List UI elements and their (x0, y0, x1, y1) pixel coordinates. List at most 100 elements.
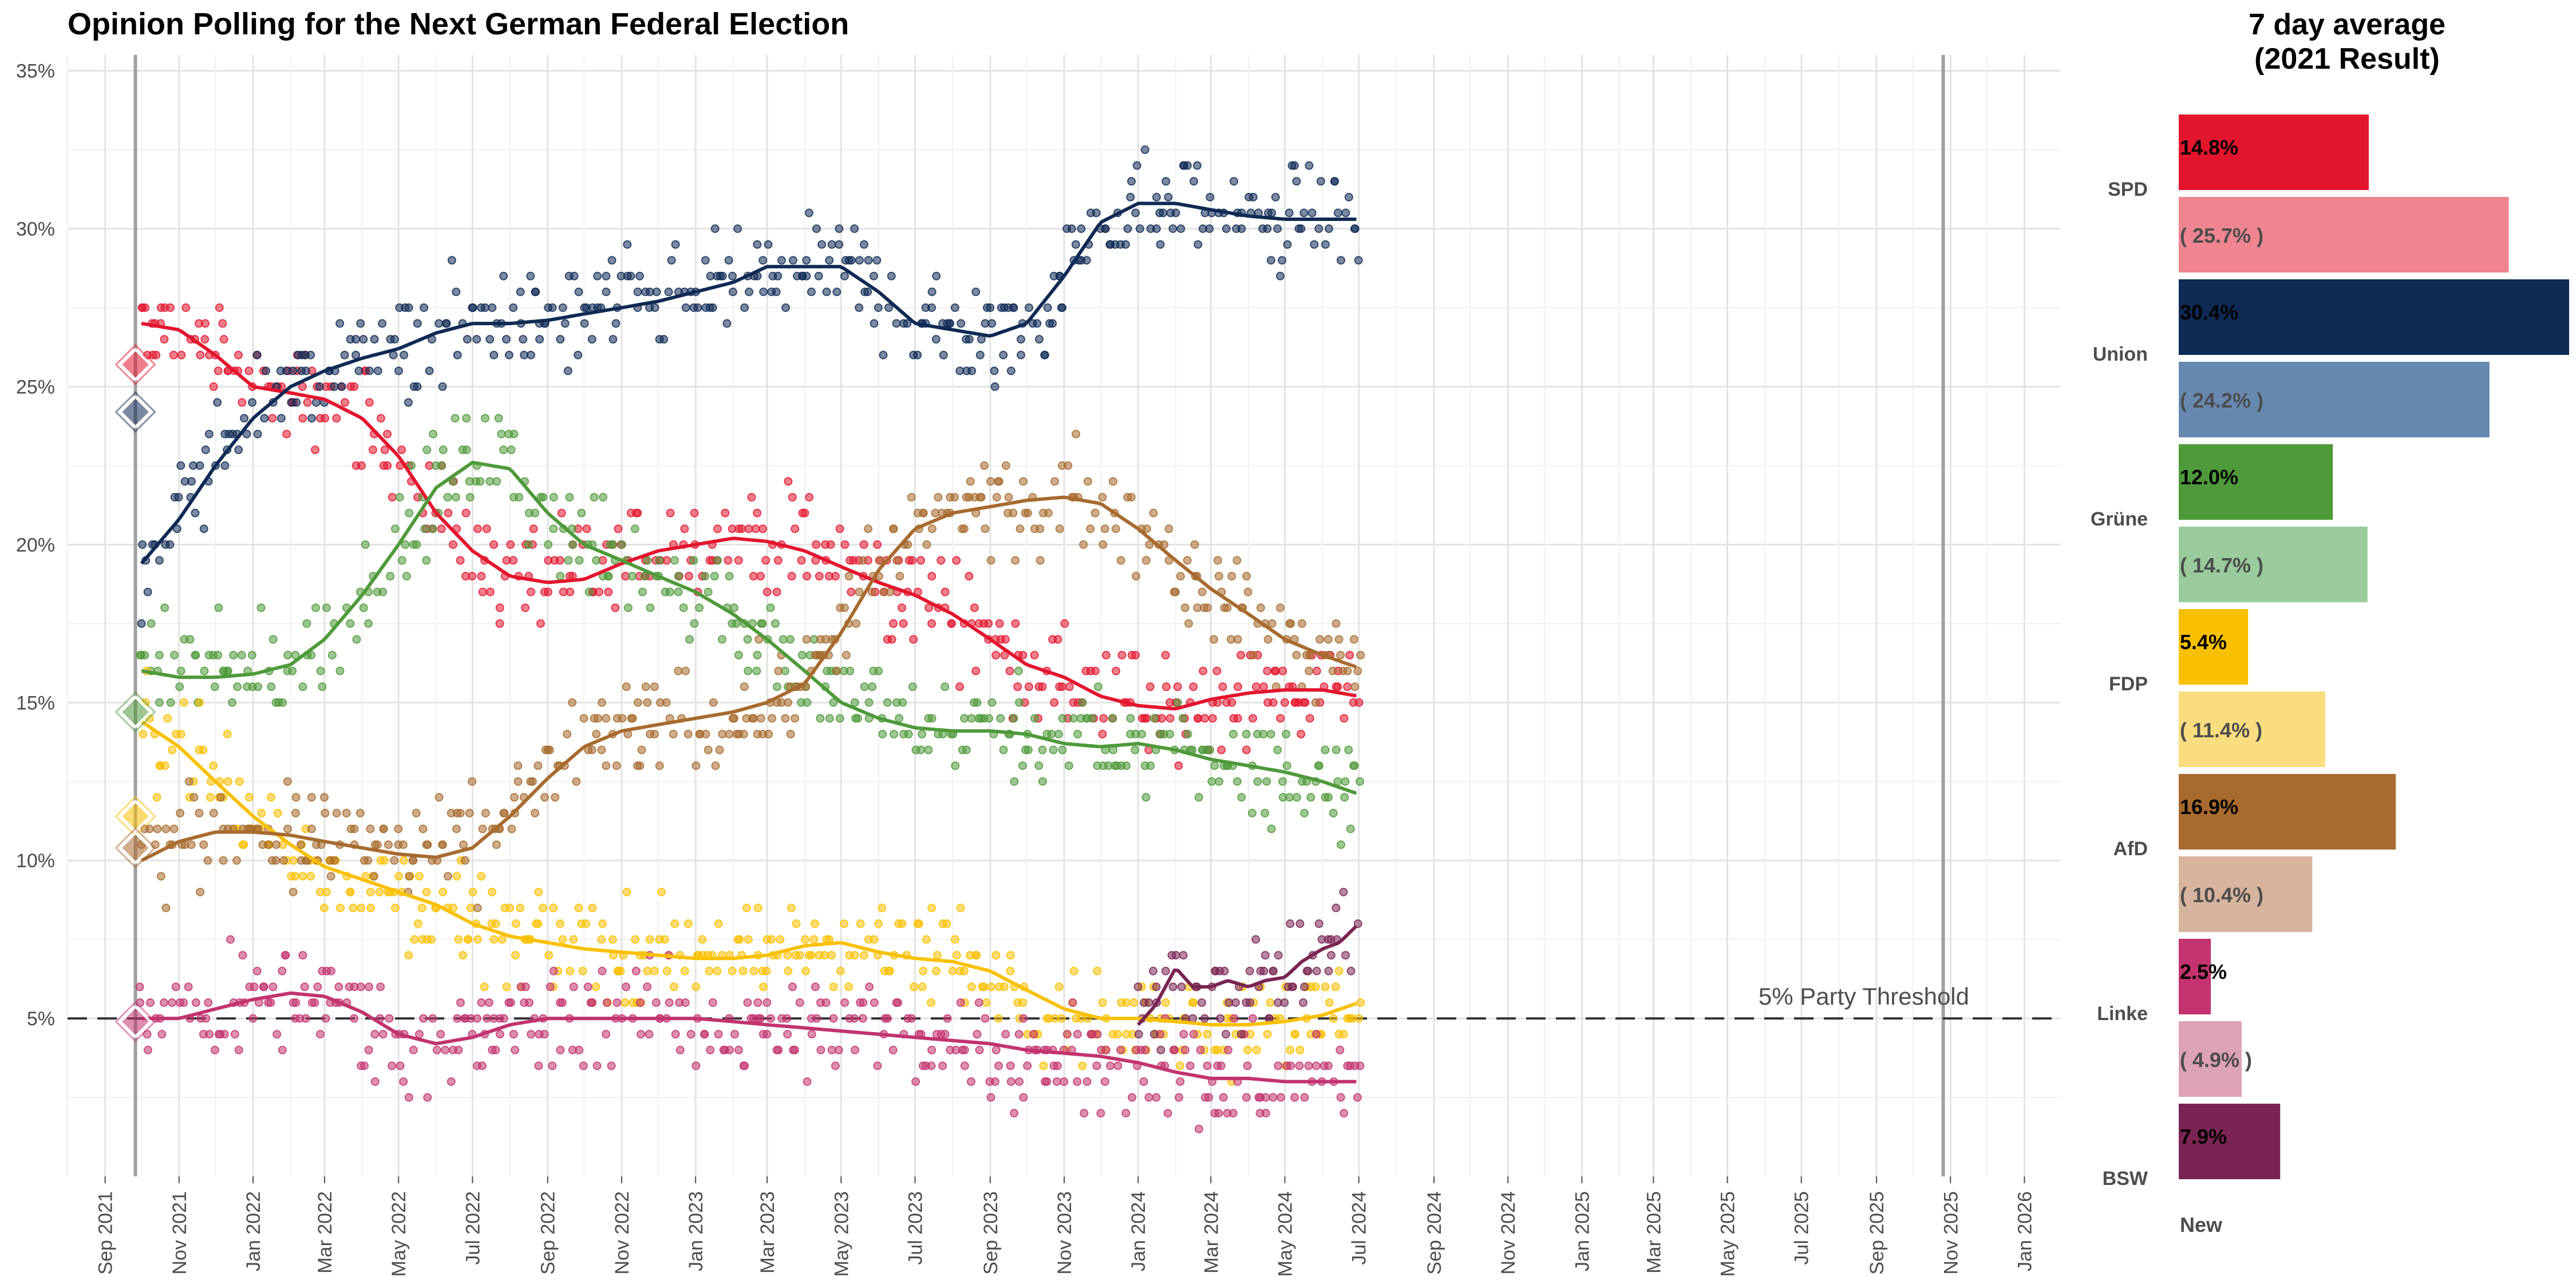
poll-point (472, 1014, 481, 1023)
poll-point (952, 951, 961, 960)
poll-points (136, 414, 1365, 850)
poll-point (1299, 698, 1308, 707)
current-bar (2179, 609, 2249, 685)
poll-point (973, 1030, 982, 1039)
poll-point (1263, 224, 1272, 234)
poll-point (568, 698, 577, 707)
poll-point (1042, 1077, 1052, 1086)
poll-point (569, 982, 578, 991)
poll-point (899, 619, 908, 628)
poll-point (714, 919, 723, 929)
poll-point (650, 729, 659, 738)
poll-point (291, 793, 301, 802)
poll-point (1266, 729, 1275, 738)
poll-point (574, 287, 583, 297)
poll-point (960, 1045, 969, 1054)
poll-point (1329, 1014, 1338, 1023)
poll-point (202, 1014, 211, 1023)
poll-point (939, 350, 948, 359)
poll-point (1242, 572, 1251, 581)
poll-point (313, 982, 322, 991)
result-value-label: ( 14.7% ) (2180, 554, 2263, 577)
poll-point (268, 414, 277, 423)
poll-point (1341, 777, 1350, 786)
poll-point (1030, 714, 1039, 723)
poll-point (181, 303, 191, 312)
poll-point (390, 856, 399, 865)
poll-point (1101, 1045, 1111, 1054)
poll-point (683, 729, 693, 738)
poll-point (422, 556, 431, 565)
poll-point (795, 951, 804, 960)
poll-point (870, 319, 879, 328)
poll-point (1207, 777, 1216, 786)
poll-point (1006, 1061, 1015, 1070)
poll-point (587, 335, 596, 344)
poll-point (858, 1014, 867, 1023)
poll-point (441, 1045, 450, 1054)
poll-point (907, 556, 916, 565)
poll-point (827, 240, 836, 249)
poll-point (214, 603, 223, 613)
poll-point (787, 572, 796, 581)
poll-point (238, 840, 247, 850)
poll-point (206, 793, 215, 802)
poll-point (981, 1014, 990, 1023)
poll-point (987, 319, 997, 328)
poll-point (739, 729, 748, 738)
poll-point (1356, 1061, 1365, 1070)
poll-point (965, 572, 974, 581)
poll-point (326, 872, 335, 881)
poll-point (409, 856, 418, 865)
poll-point (706, 1045, 715, 1054)
poll-point (214, 366, 223, 376)
poll-point (444, 508, 453, 517)
poll-point (189, 793, 199, 802)
poll-point (351, 350, 361, 359)
poll-point (1016, 524, 1025, 534)
poll-point (171, 982, 180, 991)
poll-point (1213, 556, 1222, 565)
poll-point (513, 761, 523, 771)
poll-point (1292, 177, 1301, 186)
poll-point (1305, 714, 1314, 723)
poll-point (756, 572, 765, 581)
poll-point (477, 998, 486, 1007)
poll-point (1009, 714, 1018, 723)
poll-point (271, 856, 280, 865)
poll-point (1332, 903, 1341, 912)
poll-point (564, 556, 573, 565)
poll-point (598, 919, 607, 929)
poll-point (598, 493, 607, 502)
poll-point (732, 619, 741, 628)
poll-point (155, 650, 164, 659)
poll-point (214, 650, 223, 659)
poll-point (1179, 1030, 1188, 1039)
party-label: BSW (2103, 1168, 2148, 1190)
poll-point (952, 556, 961, 565)
poll-point (548, 1061, 557, 1070)
poll-point (1171, 587, 1180, 596)
poll-point (370, 1077, 380, 1086)
poll-point (836, 966, 845, 975)
poll-point (1196, 1045, 1205, 1054)
result-value-label: ( 10.4% ) (2180, 883, 2263, 907)
poll-point (850, 1014, 859, 1023)
poll-point (980, 461, 989, 470)
poll-point (593, 271, 602, 280)
current-value-label: 7.9% (2180, 1125, 2227, 1148)
poll-point (394, 366, 403, 376)
poll-point (999, 745, 1008, 754)
poll-point (927, 1061, 936, 1070)
poll-point (1078, 698, 1087, 707)
poll-point (1332, 619, 1341, 628)
poll-point (725, 572, 734, 581)
poll-point (340, 350, 349, 359)
poll-point (820, 951, 829, 960)
poll-point (1336, 650, 1345, 659)
poll-point (829, 982, 838, 991)
poll-point (1092, 208, 1101, 218)
poll-point (396, 1061, 405, 1070)
poll-point (565, 493, 574, 502)
poll-point (1216, 1061, 1226, 1070)
